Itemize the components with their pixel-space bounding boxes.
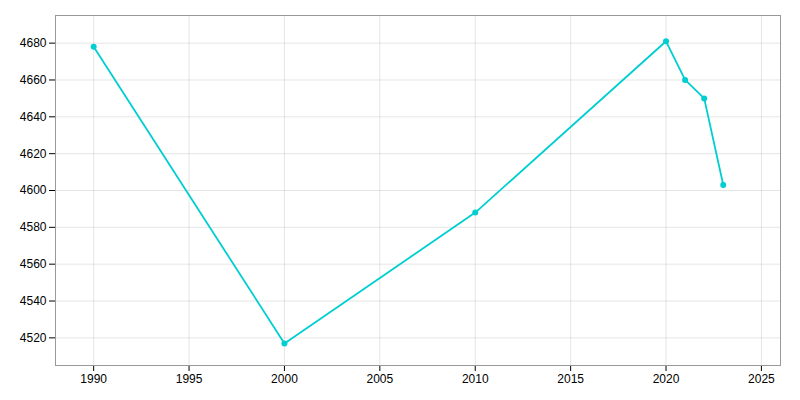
svg-text:2020: 2020 [653, 372, 680, 386]
svg-text:1990: 1990 [80, 372, 107, 386]
svg-text:4560: 4560 [20, 257, 47, 271]
svg-text:1995: 1995 [176, 372, 203, 386]
svg-text:2010: 2010 [462, 372, 489, 386]
svg-text:4580: 4580 [20, 220, 47, 234]
svg-text:4680: 4680 [20, 36, 47, 50]
svg-text:4540: 4540 [20, 294, 47, 308]
svg-text:4600: 4600 [20, 183, 47, 197]
svg-text:4660: 4660 [20, 73, 47, 87]
svg-text:2000: 2000 [271, 372, 298, 386]
svg-text:2005: 2005 [366, 372, 393, 386]
svg-text:4620: 4620 [20, 146, 47, 160]
svg-text:2025: 2025 [748, 372, 775, 386]
svg-text:4640: 4640 [20, 110, 47, 124]
svg-text:4520: 4520 [20, 331, 47, 345]
svg-text:2015: 2015 [557, 372, 584, 386]
